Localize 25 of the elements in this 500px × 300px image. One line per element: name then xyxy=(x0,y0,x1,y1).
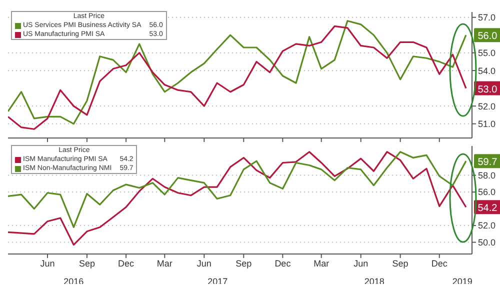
x-tick-label: Jun xyxy=(354,258,368,268)
x-tick-label: Sep xyxy=(78,258,95,268)
data-label: 59.7 xyxy=(478,157,498,168)
line-series xyxy=(8,151,467,228)
x-tick-label: Dec xyxy=(431,258,448,268)
y-tick-label: 54.0 xyxy=(478,66,496,76)
y-tick-label: 52.0 xyxy=(478,220,496,231)
x-tick-label: Sep xyxy=(392,258,408,268)
y-tick-label: 51.0 xyxy=(478,119,496,129)
y-tick-label: 50.0 xyxy=(478,237,496,248)
y-tick-label: 58.0 xyxy=(478,170,496,180)
y-tick-label: 56.0 xyxy=(478,187,496,198)
x-tick-label: Jun xyxy=(196,258,212,268)
data-label: 53.0 xyxy=(478,84,498,96)
y-tick-label: 52.0 xyxy=(478,101,496,112)
x-tick-label: Mar xyxy=(156,258,172,268)
data-label: 54.2 xyxy=(478,203,498,214)
x-tick-label: Dec xyxy=(274,258,292,268)
x-tick-label: Jun xyxy=(40,258,55,268)
y-tick-label: 57.0 xyxy=(478,12,496,23)
y-tick-label: 55.0 xyxy=(478,48,496,58)
x-tick-label: Dec xyxy=(118,258,135,268)
line-series xyxy=(8,151,467,246)
x-tick-label: Sep xyxy=(236,258,252,268)
x-tick-label: Mar xyxy=(314,258,330,268)
